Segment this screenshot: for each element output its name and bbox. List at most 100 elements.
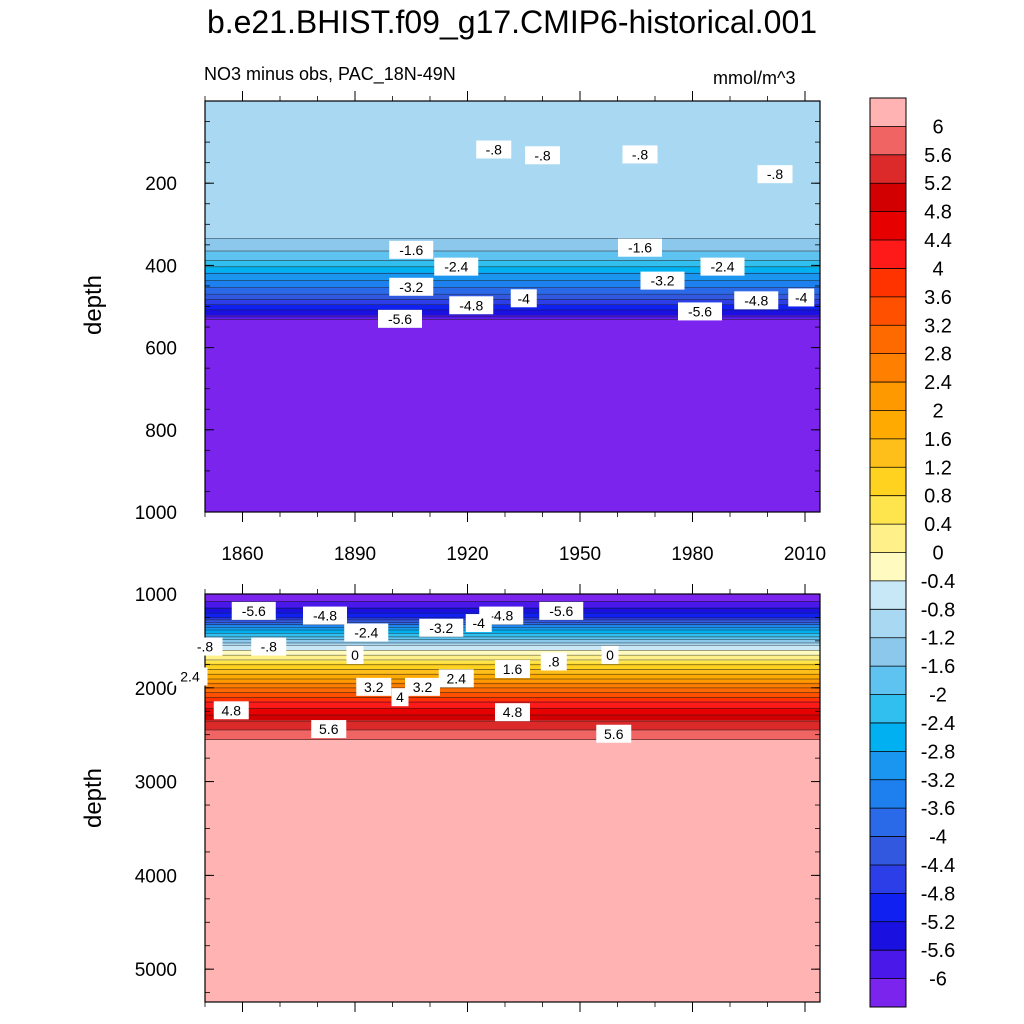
contour-band [205,505,820,508]
contour-label: 2.4 [438,669,474,688]
contour-band [205,842,820,845]
contour-band [205,985,820,988]
contour-band [205,417,820,421]
contour-band [205,152,820,155]
contour-band [205,136,820,140]
svg-text:-4.8: -4.8 [459,297,483,313]
contour-band [205,441,820,445]
contour-band [205,849,820,852]
contour-band [205,166,820,169]
contour-band [205,128,820,131]
contour-band [205,352,820,356]
contour-band [205,837,820,840]
contour-label: -.8 [187,637,223,656]
contour-band [205,351,820,354]
contour-band [205,234,820,237]
contour-band [205,928,820,932]
contour-label: -5.6 [678,302,722,321]
contour-band [205,877,820,881]
svg-text:-5.6: -5.6 [242,603,266,619]
contour-label: 4.8 [213,701,249,720]
contour-band [205,945,820,949]
contour-band [205,784,820,787]
contour-band [205,381,820,385]
contour-band [205,320,820,323]
colorbar-label: 5.6 [924,145,952,167]
contour-band [205,775,820,779]
contour-band [205,917,820,920]
contour-band [205,757,820,760]
contour-band [205,121,820,124]
contour-band [205,898,820,901]
colorbar-swatch [870,751,906,781]
contour-band [205,361,820,364]
contour-band [205,424,820,427]
contour-band [205,366,820,369]
contour-band [205,501,820,505]
contour-band [205,385,820,388]
colorbar-swatch [870,524,906,553]
contour-band [205,677,820,680]
contour-band [205,325,820,328]
contour-band [205,412,820,415]
contour-band [205,335,820,338]
contour-band [205,270,820,273]
contour-band [205,883,820,886]
colorbar-swatch [870,382,906,411]
contour-band [205,460,820,463]
contour-band [205,724,820,728]
contour-band [205,246,820,249]
contour-band [205,191,820,195]
contour-band [205,416,820,419]
contour-band [205,337,820,340]
colorbar-swatch [870,467,906,497]
contour-label: 0 [346,645,364,664]
contour-band [205,227,820,231]
colorbar-swatch [870,410,906,440]
colorbar-swatch [870,950,906,980]
contour-band [205,874,820,877]
contour-band [205,631,820,634]
contour-band [205,339,820,342]
colorbar-swatch [870,240,906,269]
contour-band [205,503,820,506]
colorbar-label: 2 [932,400,943,422]
contour-band [205,217,820,220]
contour-band [205,219,820,222]
svg-text:4: 4 [396,689,404,705]
contour-band [205,124,820,128]
colorbar-label: -6 [929,969,947,991]
colorbar-swatch [870,893,906,923]
contour-band [205,815,820,818]
colorbar: 6 5.6 5.2 4.8 4.4 4 3.6 3.2 2.8 2.4 2 1.6 1.2 0.8 0.4 0… [869,97,955,1008]
y-axis-label: depth [80,768,107,828]
contour-band [205,835,820,838]
contour-band [205,951,820,954]
contour-band [205,340,820,344]
contour-band [205,147,820,150]
colorbar-swatch [870,637,906,667]
colorbar-swatch [870,580,906,610]
contour-band [205,900,820,903]
svg-text:-3.2: -3.2 [399,279,423,295]
contour-band [205,845,820,848]
contour-band [205,825,820,828]
contour-band [205,508,820,511]
svg-text:0: 0 [606,647,614,663]
contour-band [205,220,820,224]
contour-band [205,818,820,821]
contour-band [205,723,820,726]
contour-band [205,872,820,876]
contour-band [205,891,820,894]
colorbar-label: -4 [929,827,947,849]
contour-band [205,740,820,743]
contour-band [205,277,820,280]
contour-band [205,210,820,213]
x-tick-label: 1860 [221,544,263,565]
y-tick-label: 600 [145,339,177,360]
subtitle-units: mmol/m^3 [713,68,796,88]
contour-band [205,188,820,191]
contour-band [205,942,820,945]
colorbar-label: -0.4 [921,571,955,593]
colorbar-label: -0.8 [921,599,955,621]
